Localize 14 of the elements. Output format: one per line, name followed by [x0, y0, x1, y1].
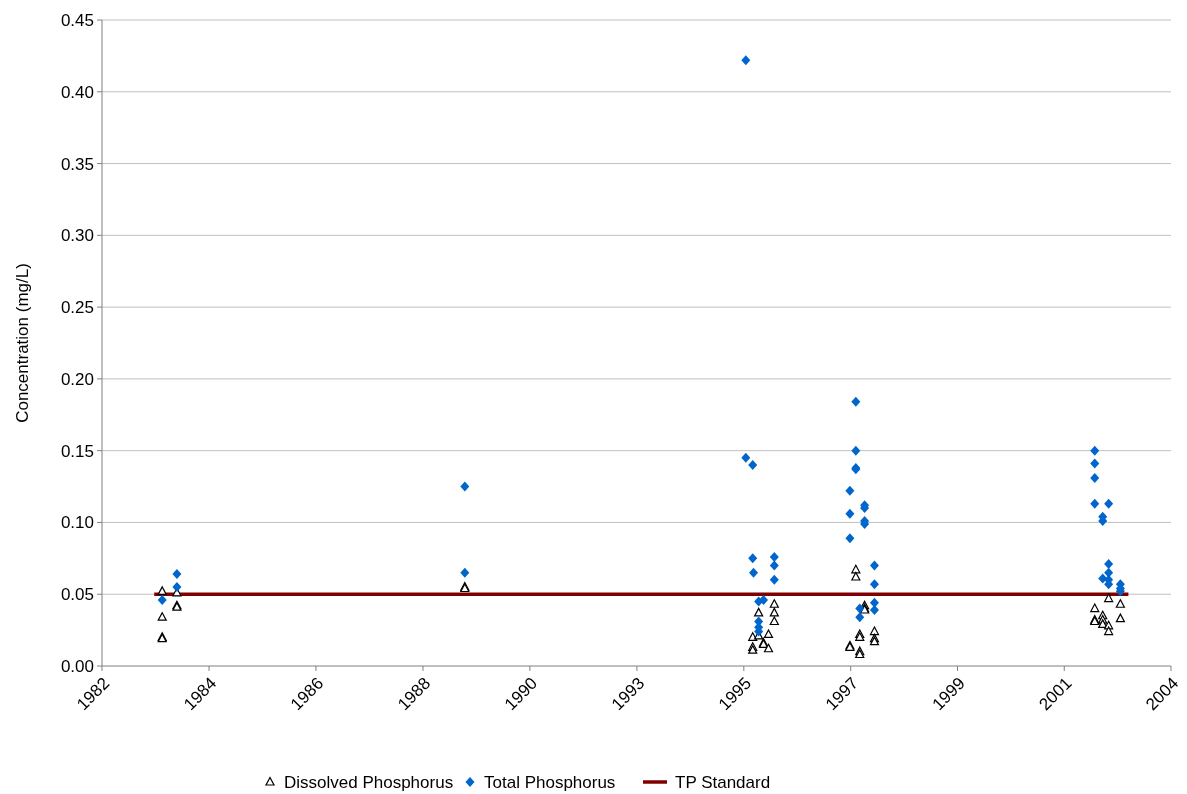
y-tick-label: 0.15 — [60, 441, 94, 461]
y-tick-label: 0.30 — [60, 226, 94, 246]
legend-label: Dissolved Phosphorus — [284, 772, 454, 792]
y-tick-label: 0.25 — [60, 298, 94, 318]
y-tick-label: 0.00 — [60, 656, 94, 676]
legend-label: TP Standard — [675, 772, 771, 792]
y-tick-label: 0.05 — [60, 585, 94, 605]
y-tick-label: 0.45 — [60, 10, 94, 30]
y-tick-label: 0.20 — [60, 369, 94, 389]
y-tick-label: 0.40 — [60, 82, 94, 102]
legend-label: Total Phosphorus — [484, 772, 616, 792]
y-tick-label: 0.35 — [60, 154, 94, 174]
y-axis-title: Concentration (mg/L) — [12, 263, 32, 423]
y-tick-label: 0.10 — [60, 513, 94, 533]
